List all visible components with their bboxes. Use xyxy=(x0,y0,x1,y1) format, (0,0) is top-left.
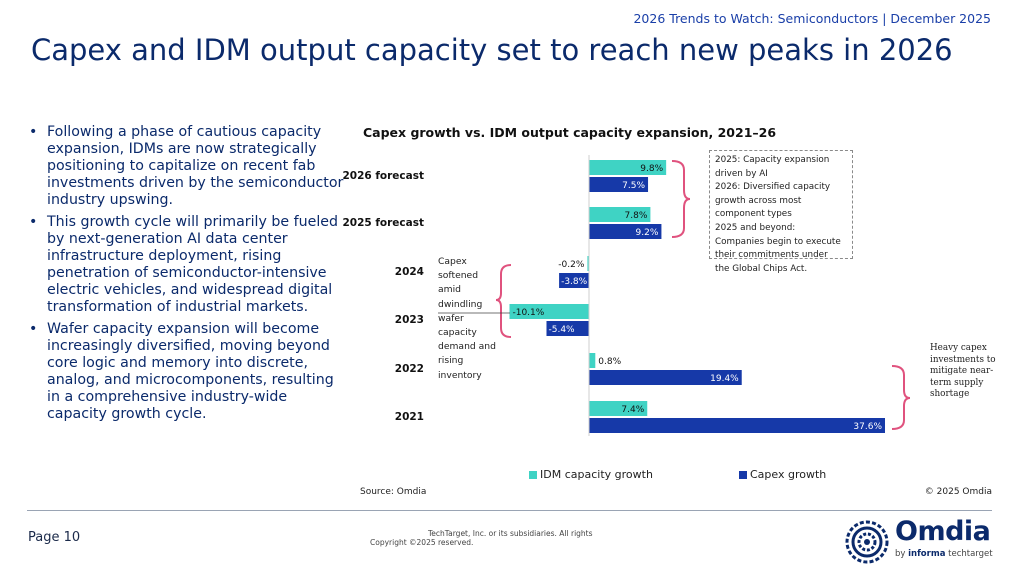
bar-capex xyxy=(589,177,649,192)
data-label: 7.4% xyxy=(621,405,644,415)
copyright-note: © 2025 Omdia xyxy=(924,487,992,497)
page-number: Page 10 xyxy=(28,530,81,545)
bar-capex xyxy=(589,418,885,433)
bullet-item: • This growth cycle will primarily be fue… xyxy=(29,214,339,315)
logo-tag-brand: informa xyxy=(908,549,946,559)
annotation-line: 2025 and beyond: xyxy=(715,222,796,233)
chart-title: Capex growth vs. IDM output capacity exp… xyxy=(363,125,777,140)
bracket-right-2025-2026 xyxy=(671,160,691,238)
bracket-right-2021-2022 xyxy=(891,365,911,430)
annotation-box: 2025: Capacity expansion driven by AI 20… xyxy=(709,150,853,274)
category-label: 2026 forecast xyxy=(342,170,424,182)
annotation-line: the Global Chips Act. xyxy=(715,263,808,274)
bar-idm xyxy=(589,207,651,222)
category-label: 2022 xyxy=(395,363,424,375)
logo-wordmark: Omdia xyxy=(895,516,991,547)
legend-label: IDM capacity growth xyxy=(540,468,653,481)
omdia-logo-icon xyxy=(845,520,889,564)
bar-capex xyxy=(559,273,589,288)
annotation-line: driven by AI xyxy=(715,168,768,179)
legend-item-idm: IDM capacity growth xyxy=(529,468,653,481)
bullet-text: This growth cycle will primarily be fuel… xyxy=(47,214,339,315)
annotation-line: growth across most xyxy=(715,195,802,206)
data-label: 0.8% xyxy=(598,357,621,367)
bullet-text: Wafer capacity expansion will become inc… xyxy=(47,321,334,422)
bar-idm xyxy=(509,304,589,319)
annotation-line: 2025: Capacity expansion xyxy=(715,155,830,165)
data-label: -0.2% xyxy=(558,260,585,270)
logo-tag-suffix: techtarget xyxy=(948,549,993,559)
data-label: 7.5% xyxy=(622,181,645,191)
data-label: 9.8% xyxy=(640,164,663,174)
annotation-left-note: Capex softened amid dwindling wafer capa… xyxy=(438,256,496,381)
data-label: -10.1% xyxy=(512,308,544,318)
logo-tagline: by informa techtarget xyxy=(895,549,993,559)
bullet-item: • Following a phase of cautious capacity … xyxy=(29,124,344,208)
bar-capex xyxy=(589,224,662,239)
category-label: 2021 xyxy=(395,411,424,423)
data-label: -5.4% xyxy=(548,325,575,335)
data-label: 37.6% xyxy=(853,422,882,432)
category-label: 2023 xyxy=(395,314,424,326)
bar-idm xyxy=(589,353,596,368)
bullet-item: • Wafer capacity expansion will become in… xyxy=(29,321,334,422)
bar-idm xyxy=(589,160,667,175)
annotation-line: Companies begin to execute xyxy=(715,236,841,247)
omdia-logo: Omdia by informa techtarget xyxy=(845,516,995,566)
report-reference: 2026 Trends to Watch: Semiconductors | D… xyxy=(633,11,991,26)
data-label: -3.8% xyxy=(561,277,588,287)
data-label: 9.2% xyxy=(636,228,659,238)
source-note: Source: Omdia xyxy=(360,487,427,497)
bullet-text: Following a phase of cautious capacity e… xyxy=(47,124,344,208)
bar-idm xyxy=(587,256,589,271)
legend-swatch-capex xyxy=(739,470,747,479)
logo-tag-prefix: by xyxy=(895,549,906,559)
annotation-line: their commitments under xyxy=(715,250,828,261)
legal-text: Copyright ©2025 reserved. xyxy=(370,538,474,547)
category-label: 2025 forecast xyxy=(342,217,424,229)
category-label: 2024 xyxy=(395,266,424,278)
bar-capex xyxy=(546,321,589,336)
legend-item-capex: Capex growth xyxy=(739,468,826,481)
bar-idm xyxy=(589,401,648,416)
bullet-list: • Following a phase of cautious capacity … xyxy=(27,124,345,428)
legend-label: Capex growth xyxy=(750,468,827,481)
data-label: 19.4% xyxy=(710,374,739,384)
annotation-line: component types xyxy=(715,209,792,220)
legal-text: TechTarget, Inc. or its subsidiaries. Al… xyxy=(428,529,593,538)
annotation-right-note: Heavy capex investments to mitigate near… xyxy=(930,343,996,399)
data-label: 7.8% xyxy=(625,211,648,221)
bracket-left-2023-2024 xyxy=(495,264,512,338)
footer-divider xyxy=(27,510,992,511)
annotation-line: 2026: Diversified capacity xyxy=(715,182,831,193)
bar-capex xyxy=(589,370,742,385)
page-title: Capex and IDM output capacity set to rea… xyxy=(31,33,953,67)
legend-swatch-idm xyxy=(529,470,537,479)
